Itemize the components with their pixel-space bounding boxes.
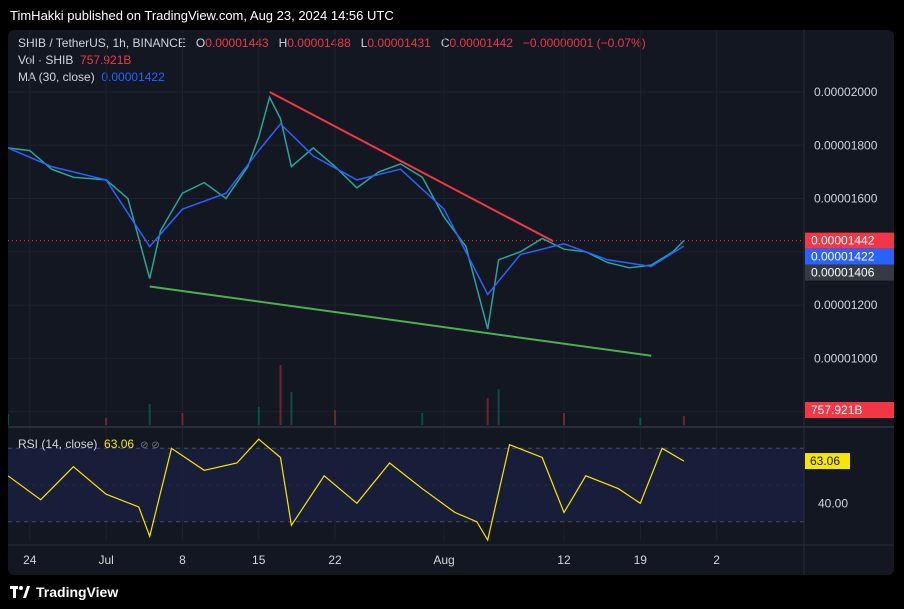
rsi-legend: RSI (14, close) 63.06 ⊘ ⊘	[18, 437, 160, 451]
rsi-badge	[805, 453, 850, 470]
rsi-series-line	[8, 438, 685, 542]
volume-bar	[257, 407, 260, 425]
ma-series-line	[8, 122, 685, 296]
rsi-lines	[8, 438, 685, 542]
resistance-trendline	[269, 91, 554, 243]
price-tick-label: 0.00002000	[814, 85, 878, 99]
time-tick-label: 15	[252, 553, 266, 567]
volume-bar	[497, 389, 500, 425]
rsi-tick-label: 40.00	[818, 496, 848, 510]
price-tick-label: 0.00001200	[814, 298, 878, 312]
open-value: 0.00001443	[205, 36, 269, 50]
symbol-label[interactable]: SHIB / TetherUS, 1h, BINANCE	[18, 36, 186, 50]
close-value: 0.00001442	[449, 36, 513, 50]
brand-text: TradingView	[36, 584, 119, 600]
rsi-value: 63.06	[104, 437, 135, 451]
header-bar: TimHakki published on TradingView.com, A…	[0, 0, 904, 30]
published-text: TimHakki published on TradingView.com, A…	[10, 8, 394, 23]
price-tick-label: 0.00001800	[814, 138, 878, 152]
volume-bar	[8, 414, 9, 425]
ma-legend: MA (30, close) 0.00001422	[18, 70, 165, 84]
rsi-label[interactable]: RSI (14, close)	[18, 437, 98, 451]
time-tick-label: 8	[179, 553, 186, 567]
volume-bar	[486, 398, 489, 425]
volume-bar	[290, 392, 293, 425]
price-badge	[805, 402, 894, 418]
price-badge-text: 0.00001442	[811, 234, 875, 248]
price-lines	[8, 91, 804, 357]
time-tick-label: 2	[713, 553, 720, 567]
volume-bar	[334, 410, 337, 425]
price-badge-text: 757.921B	[811, 403, 862, 417]
footer-bar: TradingView	[0, 578, 904, 609]
price-series-line	[8, 95, 685, 330]
price-badge-text: 0.00001422	[811, 250, 875, 264]
volume-bars	[8, 365, 685, 425]
time-tick-label: Jul	[98, 553, 113, 567]
volume-bar	[148, 404, 151, 425]
time-tick-label: 12	[557, 553, 571, 567]
price-badge-text: 0.00001406	[811, 266, 875, 280]
volume-bar	[105, 417, 108, 425]
volume-bar	[279, 365, 282, 425]
tradingview-logo[interactable]: TradingView	[10, 584, 118, 600]
rsi-badge-text: 63.06	[810, 454, 840, 468]
ma-value: 0.00001422	[101, 70, 165, 84]
change-value: −0.00000001 (−0.07%)	[522, 36, 646, 50]
ma-label[interactable]: MA (30, close)	[18, 70, 95, 84]
axes: 0.00002000 0.00001800 0.00001600 0.00001200…	[8, 30, 894, 575]
volume-bar	[421, 413, 424, 425]
price-tick-label: 0.00001600	[814, 192, 878, 206]
volume-bar	[682, 416, 685, 425]
price-badge	[805, 248, 894, 265]
price-tick-label: 0.00001000	[814, 351, 878, 365]
eye-off-icon[interactable]: ⊘ ⊘	[137, 440, 160, 451]
time-tick-label: 24	[23, 553, 37, 567]
price-badge	[805, 264, 894, 281]
volume-bar	[562, 413, 565, 425]
volume-bar	[181, 413, 184, 425]
low-value: 0.00001431	[367, 36, 431, 50]
chart-frame[interactable]: SHIB / TetherUS, 1h, BINANCE O0.00001443…	[8, 30, 894, 575]
support-trendline	[149, 285, 652, 357]
rsi-band	[8, 448, 804, 522]
volume-label[interactable]: Vol · SHIB	[18, 53, 74, 67]
price-badge	[805, 232, 894, 249]
chart-svg[interactable]: 0.00002000 0.00001800 0.00001600 0.00001200…	[8, 30, 894, 575]
time-tick-label: 19	[634, 553, 648, 567]
time-tick-label: Aug	[433, 553, 454, 567]
tradingview-logo-icon	[10, 586, 30, 598]
time-tick-label: 22	[328, 553, 342, 567]
volume-bar	[639, 417, 642, 425]
